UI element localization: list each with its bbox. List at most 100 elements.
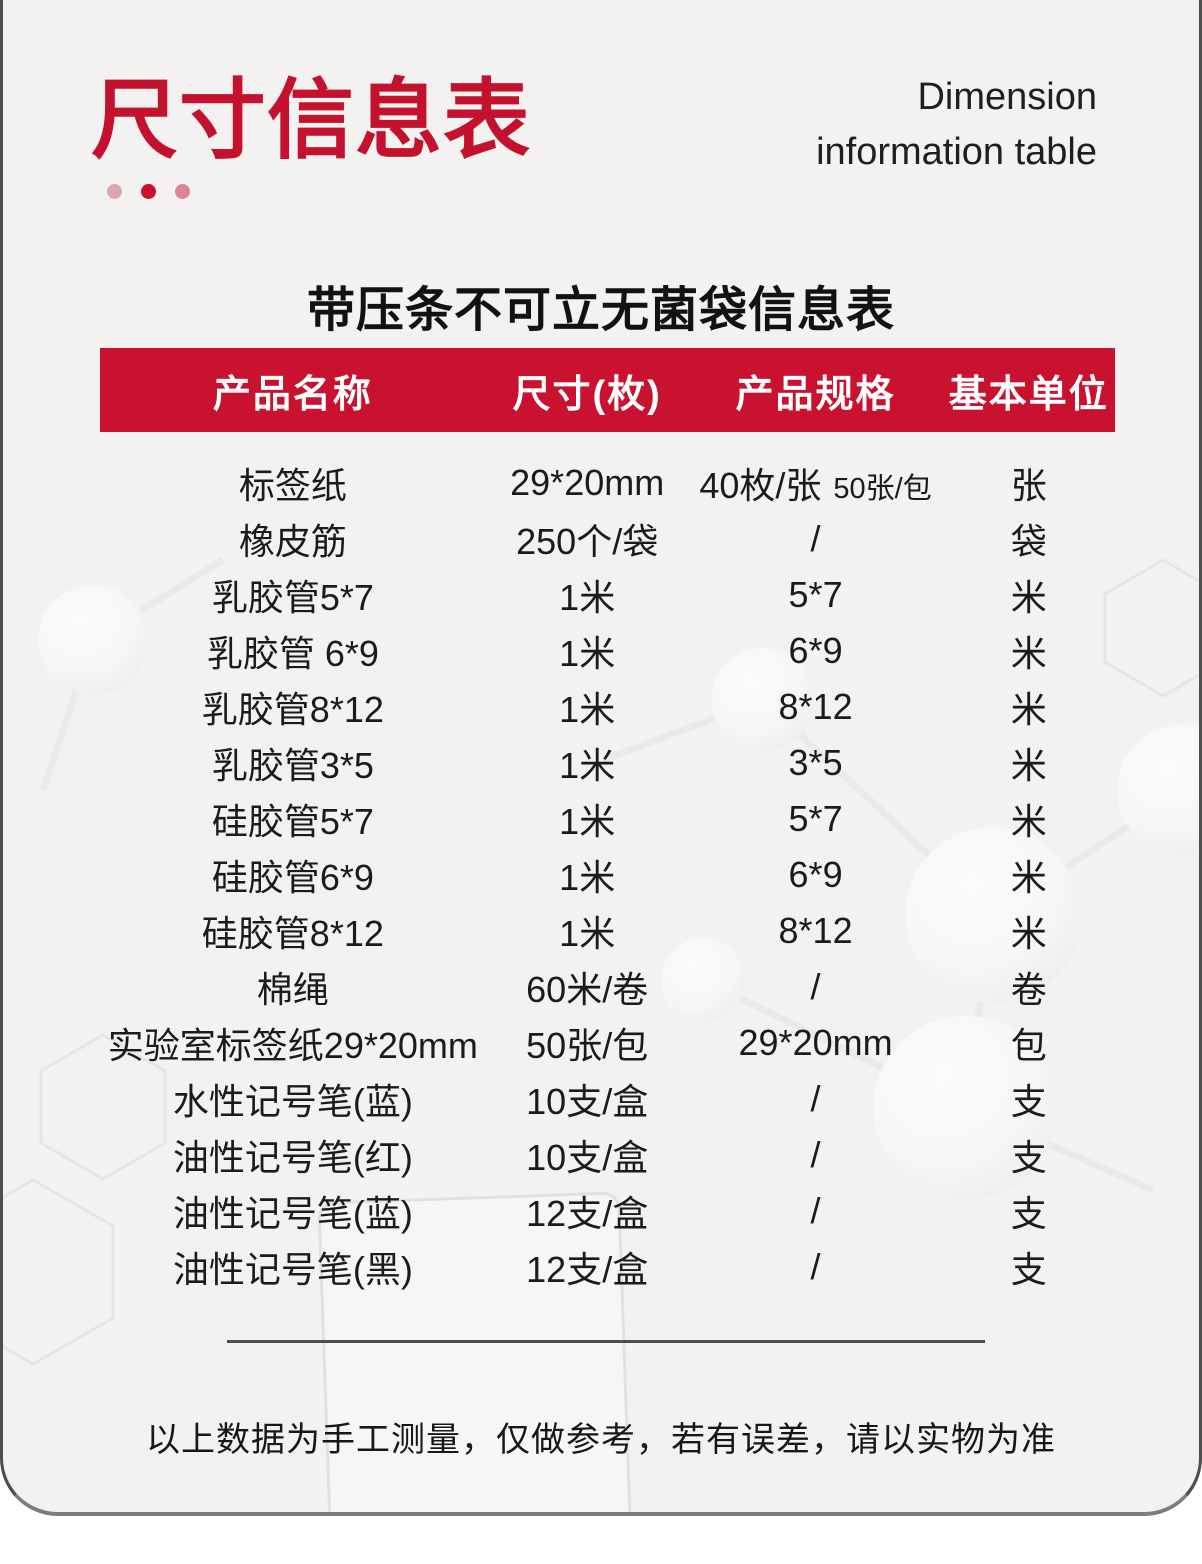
cell-size: 1米 [559, 633, 616, 674]
cell-spec: 5*7 [689, 798, 943, 840]
spec-value: / [810, 966, 821, 1007]
header-spec: 产品规格 [735, 373, 896, 416]
table-row: 油性记号笔(黑) 12支/盒 / 支 [100, 1239, 1115, 1295]
spec-value: 5*7 [788, 574, 843, 615]
cell-size: 1米 [559, 857, 616, 898]
cell-spec: / [689, 1134, 943, 1176]
spec-value: / [810, 1134, 821, 1175]
cell-spec: 8*12 [689, 910, 943, 952]
table-row: 乳胶管3*5 1米 3*5 米 [100, 735, 1115, 791]
dimension-table: 产品名称 尺寸(枚) 产品规格 基本单位 标签纸 29*20mm 40枚/张 5… [100, 348, 1115, 1295]
table-row: 橡皮筋 250个/袋 / 袋 [100, 511, 1115, 567]
header-size: 尺寸(枚) [512, 373, 662, 416]
table-row: 硅胶管8*12 1米 8*12 米 [100, 903, 1115, 959]
spec-value: 40枚/张 [699, 465, 822, 506]
cell-product-name: 硅胶管5*7 [211, 801, 374, 842]
cell-unit: 米 [1010, 689, 1047, 730]
cell-product-name: 橡皮筋 [238, 521, 347, 562]
cell-unit: 米 [1010, 857, 1047, 898]
cell-unit: 米 [1010, 913, 1047, 954]
footer-divider [227, 1340, 985, 1343]
cell-product-name: 水性记号笔(蓝) [172, 1081, 413, 1122]
table-row: 水性记号笔(蓝) 10支/盒 / 支 [100, 1071, 1115, 1127]
cell-product-name: 油性记号笔(黑) [172, 1249, 413, 1290]
spec-value: 3*5 [788, 742, 843, 783]
cell-product-name: 棉绳 [256, 969, 329, 1010]
cell-unit: 米 [1010, 801, 1047, 842]
cell-size: 12支/盒 [526, 1193, 649, 1234]
cell-unit: 米 [1010, 633, 1047, 674]
cell-unit: 米 [1010, 745, 1047, 786]
spec-value: / [810, 518, 821, 559]
header-base-unit: 基本单位 [948, 373, 1109, 416]
cell-spec: 6*9 [689, 630, 943, 672]
cell-size: 12支/盒 [526, 1249, 649, 1290]
cell-product-name: 乳胶管 6*9 [206, 633, 379, 674]
table-caption: 带压条不可立无菌袋信息表 [306, 284, 895, 337]
cell-spec: 29*20mm [689, 1022, 943, 1064]
product-info-card: 尺寸信息表 Dimension information table 带压条不可立… [0, 0, 1202, 1516]
header-product-name: 产品名称 [212, 373, 373, 416]
spec-value: / [810, 1190, 821, 1231]
cell-size: 1米 [559, 801, 616, 842]
table-row: 油性记号笔(蓝) 12支/盒 / 支 [100, 1183, 1115, 1239]
table-header-row: 产品名称 尺寸(枚) 产品规格 基本单位 [100, 348, 1115, 432]
table-row: 乳胶管 6*9 1米 6*9 米 [100, 623, 1115, 679]
page-title: 尺寸信息表 [91, 72, 531, 169]
cell-unit: 卷 [1010, 969, 1047, 1010]
cell-spec: / [689, 1246, 943, 1288]
cell-product-name: 乳胶管3*5 [211, 745, 374, 786]
cell-size: 10支/盒 [526, 1137, 649, 1178]
cell-spec: 6*9 [689, 854, 943, 896]
spec-value: / [810, 1078, 821, 1119]
cell-spec: / [689, 966, 943, 1008]
table-row: 实验室标签纸29*20mm 50张/包 29*20mm 包 [100, 1015, 1115, 1071]
cell-product-name: 乳胶管5*7 [211, 577, 374, 618]
cell-size: 60米/卷 [526, 969, 649, 1010]
table-row: 乳胶管8*12 1米 8*12 米 [100, 679, 1115, 735]
cell-size: 1米 [559, 689, 616, 730]
cell-spec: / [689, 1190, 943, 1232]
table-row: 油性记号笔(红) 10支/盒 / 支 [100, 1127, 1115, 1183]
english-subtitle-line1: Dimension [917, 76, 1097, 118]
cell-spec: 8*12 [689, 686, 943, 728]
english-subtitle-line2: information table [816, 131, 1097, 173]
spec-value: 5*7 [788, 798, 843, 839]
cell-size: 1米 [559, 577, 616, 618]
cell-unit: 支 [1010, 1137, 1047, 1178]
cell-spec: 3*5 [689, 742, 943, 784]
cell-spec: 40枚/张 50张/包 [689, 457, 943, 509]
cell-unit: 支 [1010, 1081, 1047, 1122]
cell-product-name: 实验室标签纸29*20mm [107, 1025, 478, 1066]
table-body: 标签纸 29*20mm 40枚/张 50张/包 张 橡皮筋 250个/袋 / 袋… [100, 432, 1115, 1295]
dot-icon [175, 184, 190, 199]
cell-product-name: 硅胶管6*9 [211, 857, 374, 898]
cell-size: 1米 [559, 745, 616, 786]
cell-unit: 米 [1010, 577, 1047, 618]
english-subtitle: Dimension information table [816, 70, 1097, 180]
cell-unit: 张 [1010, 465, 1047, 506]
cell-product-name: 标签纸 [238, 465, 347, 506]
cell-product-name: 乳胶管8*12 [201, 689, 384, 730]
table-row: 乳胶管5*7 1米 5*7 米 [100, 567, 1115, 623]
dot-icon [107, 184, 122, 199]
cell-size: 10支/盒 [526, 1081, 649, 1122]
spec-value: / [810, 1246, 821, 1287]
cell-product-name: 油性记号笔(红) [172, 1137, 413, 1178]
cell-spec: / [689, 1078, 943, 1120]
cell-product-name: 油性记号笔(蓝) [172, 1193, 413, 1234]
footer-note: 以上数据为手工测量，仅做参考，若有误差，请以实物为准 [146, 1421, 1056, 1459]
cell-spec: / [689, 518, 943, 560]
spec-value: 6*9 [788, 854, 843, 895]
cell-size: 1米 [559, 913, 616, 954]
cell-spec: 5*7 [689, 574, 943, 616]
cell-unit: 袋 [1010, 521, 1047, 562]
table-row: 硅胶管5*7 1米 5*7 米 [100, 791, 1115, 847]
cell-size: 50张/包 [526, 1025, 649, 1066]
cell-size: 250个/袋 [516, 521, 659, 562]
cell-unit: 支 [1010, 1193, 1047, 1234]
table-row: 棉绳 60米/卷 / 卷 [100, 959, 1115, 1015]
table-row: 硅胶管6*9 1米 6*9 米 [100, 847, 1115, 903]
cell-unit: 包 [1010, 1025, 1047, 1066]
spec-value: 8*12 [778, 686, 853, 727]
